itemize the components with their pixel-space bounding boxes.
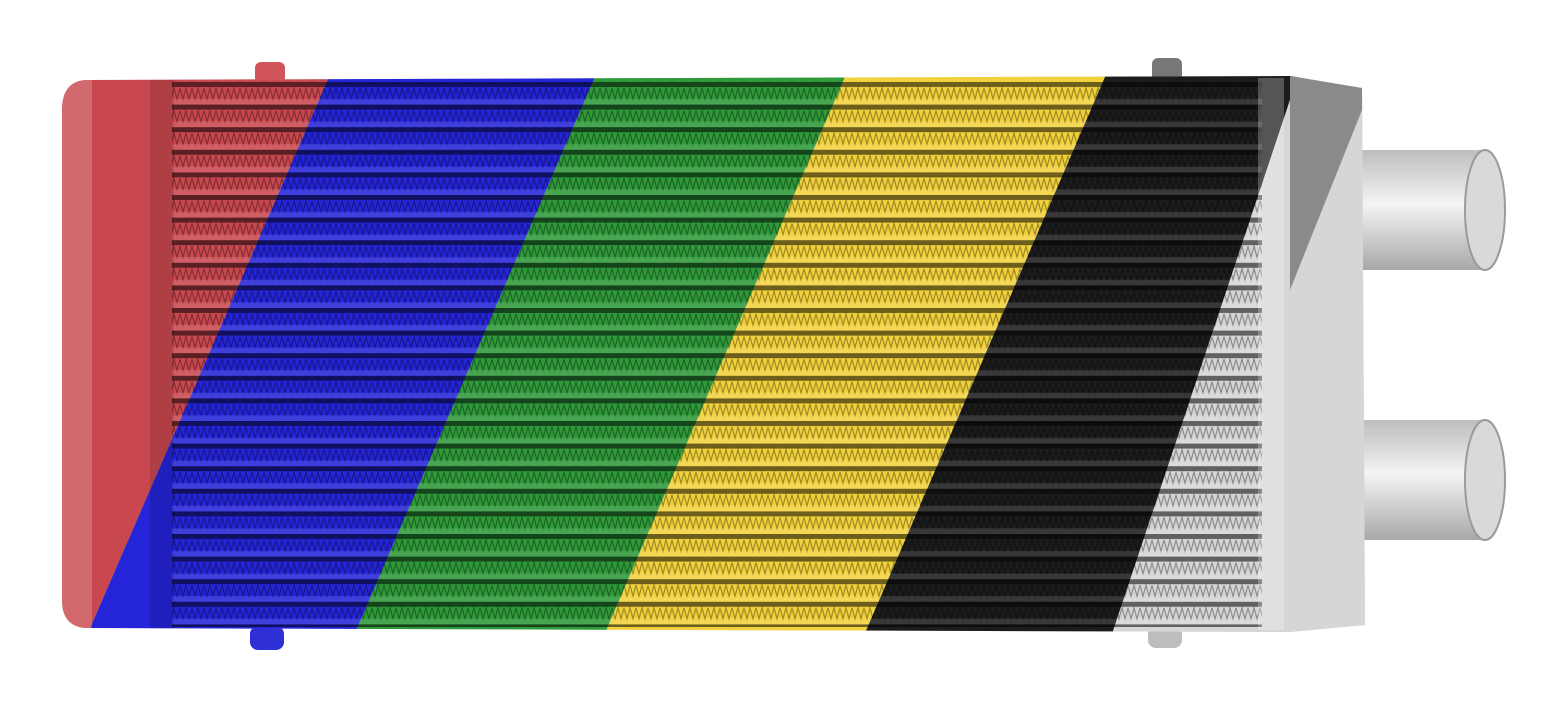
top-boss-left	[255, 62, 285, 84]
top-boss-right	[1152, 58, 1182, 82]
intercooler-body	[62, 76, 1365, 632]
bottom-boss-left	[250, 626, 284, 650]
left-weld-seam	[150, 80, 174, 630]
upper-pipe-mouth	[1464, 149, 1506, 271]
left-tank-highlight	[62, 78, 92, 630]
tank-shade	[1290, 76, 1365, 290]
right-weld-seam	[1258, 78, 1284, 630]
lower-pipe-mouth	[1464, 419, 1506, 541]
core-fins	[172, 82, 1262, 627]
